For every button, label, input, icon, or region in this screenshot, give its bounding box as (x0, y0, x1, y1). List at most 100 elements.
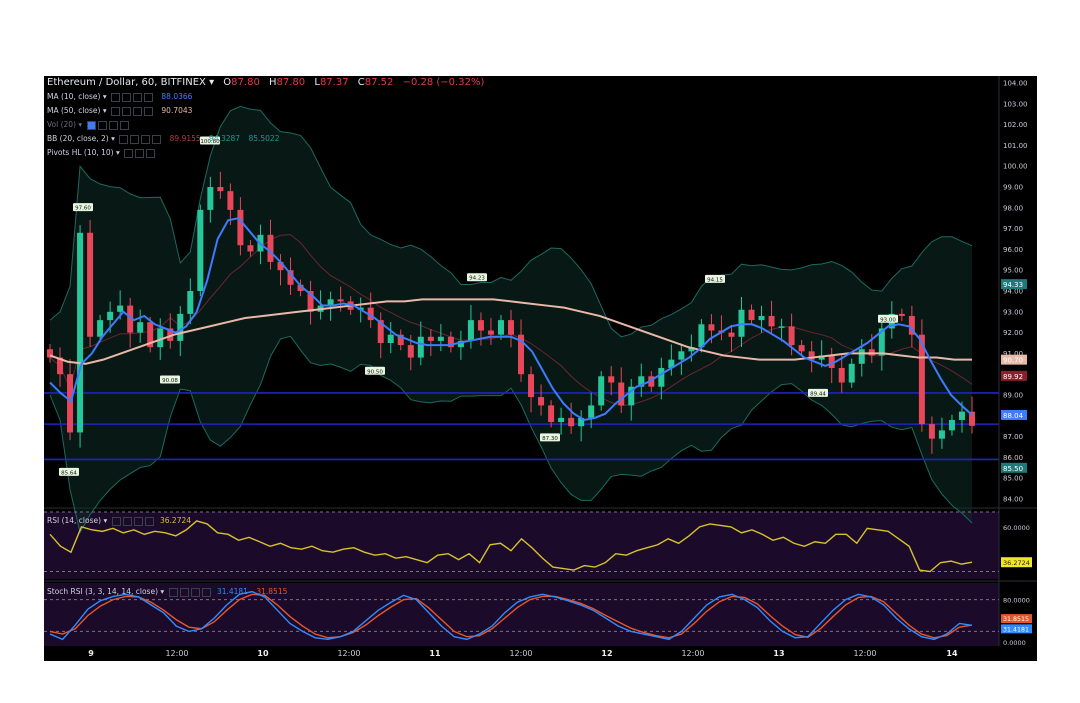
candle-body (568, 417, 575, 427)
candle-body (748, 309, 755, 321)
close-label: C (357, 77, 365, 88)
candle-body (207, 187, 214, 210)
candle-body (337, 299, 344, 302)
candle-body (97, 320, 104, 337)
candle-body (578, 417, 585, 427)
price-badge (1001, 370, 1027, 381)
pivot-label-bg (160, 375, 180, 384)
indicator-value: 90.7043 (161, 106, 193, 115)
candle-body (588, 405, 595, 418)
candle-body (778, 326, 785, 328)
candle-body (297, 284, 304, 291)
stoch-tick-label: 0.0000 (1003, 639, 1026, 647)
stoch-d-value: 31.8515 (256, 587, 288, 596)
candle-body (898, 313, 905, 316)
candle-body (167, 328, 174, 341)
price-badge-label: 94.33 (1003, 281, 1023, 289)
indicator-volume[interactable]: Vol (20) ▾ (47, 120, 129, 130)
price-tick-label: 92.00 (1003, 329, 1023, 337)
indicator-value: 88.0366 (161, 92, 193, 101)
stoch-d-badge-label: 31.8515 (1003, 616, 1029, 623)
candle-body (287, 270, 294, 285)
pivot-label: 90.08 (162, 378, 178, 384)
candle-body (217, 187, 224, 192)
indicator-label: Vol (20) (47, 120, 77, 129)
pivot-label: 93.00 (880, 317, 896, 323)
candle-body (558, 417, 565, 423)
time-axis-label: 12:00 (681, 649, 704, 658)
close-value: 87.52 (364, 77, 394, 88)
price-tick-label: 86.00 (1003, 454, 1023, 462)
price-tick-label: 103.00 (1003, 100, 1028, 108)
symbol-title[interactable]: Ethereum / Dollar, 60, BITFINEX (47, 77, 206, 88)
price-tick-label: 97.00 (1003, 225, 1023, 233)
rsi-line (49, 520, 973, 573)
rsi-tick-label: 60.0000 (1003, 524, 1030, 532)
candle-body (117, 305, 124, 312)
indicator-ma10[interactable]: MA (10, close) ▾ 88.0366 (47, 92, 193, 102)
chart-frame: 97.60 100.80 90.08 90.50 94.23 87.30 94.15 89.4… (44, 76, 1037, 661)
candle-body (768, 315, 775, 327)
indicator-pivots[interactable]: Pivots HL (10, 10) ▾ (47, 148, 156, 158)
candle-body (67, 374, 74, 433)
chart-canvas[interactable]: 97.60 100.80 90.08 90.50 94.23 87.30 94.15 89.4… (44, 76, 1037, 661)
time-axis-label: 10 (257, 649, 269, 658)
candle-body (788, 326, 795, 346)
price-badge-label: 89.92 (1003, 373, 1023, 381)
candle-body (688, 347, 695, 352)
candle-body (247, 245, 254, 252)
pivot-label-bg (73, 203, 93, 212)
price-tick-label: 102.00 (1003, 121, 1028, 129)
stoch-d-badge (1001, 614, 1032, 624)
symbol-header: Ethereum / Dollar, 60, BITFINEX ▾ O87.80… (47, 77, 485, 88)
candle-body (618, 382, 625, 406)
candle-body (447, 336, 454, 348)
price-tick-label: 85.00 (1003, 475, 1023, 483)
indicator-label: MA (50, close) (47, 106, 101, 115)
pivot-label: 94.15 (707, 277, 723, 283)
candle-body (668, 359, 675, 368)
pivot-label: 87.30 (542, 436, 558, 442)
time-axis-label: 13 (773, 649, 784, 658)
candle-body (758, 315, 765, 321)
rsi-badge-label: 36.2724 (1003, 559, 1030, 567)
price-badge-label: 88.04 (1003, 412, 1024, 420)
candle-body (327, 299, 334, 306)
time-axis-label: 12:00 (337, 649, 360, 658)
indicator-label: BB (20, close, 2) (47, 134, 109, 143)
stoch-k-badge-label: 31.4181 (1003, 626, 1029, 633)
candle-body (958, 411, 965, 420)
indicator-ma50[interactable]: MA (50, close) ▾ 90.7043 (47, 106, 193, 116)
stoch-legend[interactable]: Stoch RSI (3, 3, 14, 14, close) ▾ 31.418… (47, 587, 288, 597)
pivot-label-bg (540, 433, 560, 442)
candle-body (237, 209, 244, 246)
candle-body (187, 291, 194, 314)
pivot-label-bg (200, 136, 220, 145)
candle-body (608, 376, 615, 383)
price-badge (1001, 409, 1027, 420)
candle-body (397, 334, 404, 346)
price-tick-label: 93.00 (1003, 308, 1023, 316)
candle-body (267, 234, 274, 262)
candle-body (838, 367, 845, 383)
candle-body (598, 376, 605, 406)
time-axis-label: 14 (946, 649, 958, 658)
indicator-bb[interactable]: BB (20, close, 2) ▾ 89.9155 94.3287 85.5… (47, 134, 280, 144)
candle-body (528, 374, 535, 398)
bollinger-lower-line (49, 335, 973, 534)
rsi-badge (1001, 557, 1032, 568)
rsi-legend[interactable]: RSI (14, close) ▾ 36.2724 (47, 516, 192, 526)
candle-body (918, 334, 925, 425)
price-tick-label: 91.00 (1003, 350, 1023, 358)
candle-body (147, 322, 154, 348)
candle-body (387, 334, 394, 343)
high-value: 87.80 (276, 77, 306, 88)
pivot-label: 85.64 (61, 470, 77, 476)
candle-body (57, 357, 64, 375)
pivot-label-bg (878, 314, 898, 323)
time-axis-label: 12:00 (509, 649, 532, 658)
candle-body (487, 330, 494, 335)
pivot-label-bg (467, 273, 487, 282)
stoch-tick-label: 80.0000 (1003, 597, 1030, 605)
candle-body (828, 355, 835, 368)
